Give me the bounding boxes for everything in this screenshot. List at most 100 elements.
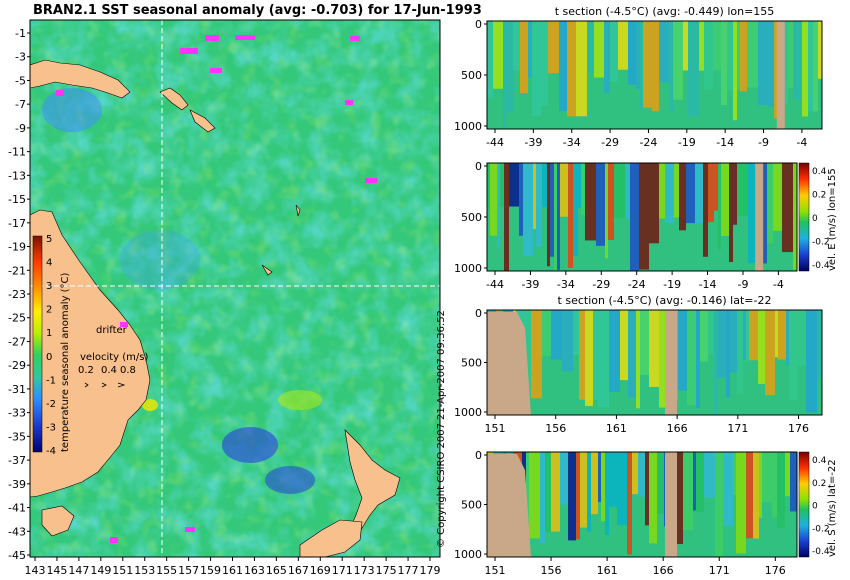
velocity-colorbar-tick: -0.4 xyxy=(812,547,830,557)
colorbar-tick-label: 5 xyxy=(46,234,52,245)
section-column xyxy=(785,452,790,497)
section-column xyxy=(568,163,573,268)
section-column xyxy=(746,310,749,361)
section-x-tick-label: -34 xyxy=(557,278,575,291)
velocity-colorbar-tick: 0.2 xyxy=(812,479,826,489)
section-column xyxy=(598,452,601,502)
section-column xyxy=(793,163,797,270)
map-y-tick-label: -27 xyxy=(8,335,26,348)
land-tasmania xyxy=(41,505,75,537)
colorbar-tick-label: 0 xyxy=(46,352,52,363)
section-column xyxy=(500,163,504,208)
section-column xyxy=(594,21,604,78)
map-y-tick-label: -43 xyxy=(8,525,26,538)
anomaly-patch xyxy=(222,427,278,463)
section-x-tick-label: -9 xyxy=(737,278,748,291)
velocity-colorbar-tick: 0 xyxy=(812,502,818,512)
map-x-tick-label: 179 xyxy=(420,564,441,577)
section-column xyxy=(490,163,497,236)
velocity-scale-2: 0.8 xyxy=(120,365,136,376)
section-column xyxy=(802,21,808,117)
section-column xyxy=(665,163,674,223)
section-column xyxy=(703,163,708,257)
section-column xyxy=(639,163,649,270)
section-column xyxy=(683,21,688,71)
map-y-tick-label: -5 xyxy=(15,74,26,87)
section-column xyxy=(746,452,753,539)
velocity-colorbar xyxy=(798,162,810,272)
section-column xyxy=(628,21,636,85)
section-column xyxy=(527,310,531,397)
section-column xyxy=(560,163,568,217)
section-column xyxy=(542,310,551,357)
map-x-tick-label: 165 xyxy=(266,564,287,577)
section-panels: t section (-4.5°C) (avg: -0.449) lon=155… xyxy=(454,5,838,577)
section-column xyxy=(693,452,696,511)
section-column xyxy=(562,310,573,372)
map-x-tick-label: 173 xyxy=(354,564,375,577)
drifter-markers xyxy=(56,35,377,543)
section-column xyxy=(749,310,758,361)
section-x-tick-label: -19 xyxy=(678,136,696,149)
section-column xyxy=(773,163,782,231)
section-column xyxy=(708,310,714,355)
section-column xyxy=(788,21,793,88)
section-column xyxy=(747,21,758,88)
section-column xyxy=(487,163,490,210)
section-column xyxy=(695,163,703,223)
map-x-tick-label: 167 xyxy=(288,564,309,577)
map-x-tick-label: 143 xyxy=(25,564,46,577)
section-panel-1: 0 500 1000 -44 -39 -34 -29 -24 -19 -14 -9 -4 0.4 0.2 0… xyxy=(454,160,838,291)
section-column xyxy=(627,452,632,555)
section-column xyxy=(587,452,591,532)
section-column xyxy=(699,21,704,71)
section-column xyxy=(737,310,743,394)
section-x-tick-label: -39 xyxy=(521,278,539,291)
section-column xyxy=(493,21,503,89)
map-x-tick-label: 153 xyxy=(134,564,155,577)
section-column xyxy=(618,21,628,70)
section-column xyxy=(657,452,664,515)
section-column xyxy=(817,310,822,379)
section-x-tick-label: -29 xyxy=(601,136,619,149)
section-y-tick-label: 500 xyxy=(461,211,482,224)
section-x-tick-label: -19 xyxy=(663,278,681,291)
map-y-tick-label: -9 xyxy=(15,122,26,135)
section-column xyxy=(688,21,699,117)
section-x-tick-label: 151 xyxy=(485,564,506,577)
map-x-tick-label: 171 xyxy=(332,564,353,577)
section-x-tick-label: -9 xyxy=(758,136,769,149)
anomaly-patch xyxy=(265,466,315,494)
map-y-tick-label: -39 xyxy=(8,478,26,491)
section-column xyxy=(798,21,802,100)
section-column xyxy=(587,21,594,73)
section-column xyxy=(596,163,605,246)
section-x-tick-label: -39 xyxy=(524,136,542,149)
section-side-label: vel. E (m/s) lon=155 xyxy=(827,168,838,271)
section-column xyxy=(778,310,786,360)
section-column xyxy=(632,452,638,495)
colorbar-tick-label: -1 xyxy=(46,375,56,386)
colorbar-tick-label: -2 xyxy=(46,399,56,410)
section-column xyxy=(533,163,536,229)
map-y-axis: -1 -3 -5 -7 -9 -11 -13 -15 -17 -19 -21 -23 -25 -27 -29… xyxy=(8,27,30,562)
section-column xyxy=(678,310,687,391)
section-panel-0: t section (-4.5°C) (avg: -0.449) lon=155… xyxy=(454,5,823,149)
map-x-tick-label: 147 xyxy=(68,564,89,577)
section-column xyxy=(531,310,542,399)
section-column xyxy=(659,21,669,83)
section-x-tick-label: -14 xyxy=(699,278,717,291)
section-column xyxy=(753,452,759,539)
drifter-label: drifter xyxy=(96,325,128,336)
section-column xyxy=(793,21,798,100)
section-column xyxy=(585,310,593,406)
section-column xyxy=(640,310,649,375)
section-y-tick-label: 1000 xyxy=(454,548,482,561)
section-column xyxy=(659,163,665,219)
seafloor-block xyxy=(665,310,677,415)
section-column xyxy=(643,21,652,108)
section-column xyxy=(777,452,785,529)
map-y-tick-label: -13 xyxy=(8,169,26,182)
section-column xyxy=(729,163,733,262)
land-island xyxy=(295,204,301,217)
